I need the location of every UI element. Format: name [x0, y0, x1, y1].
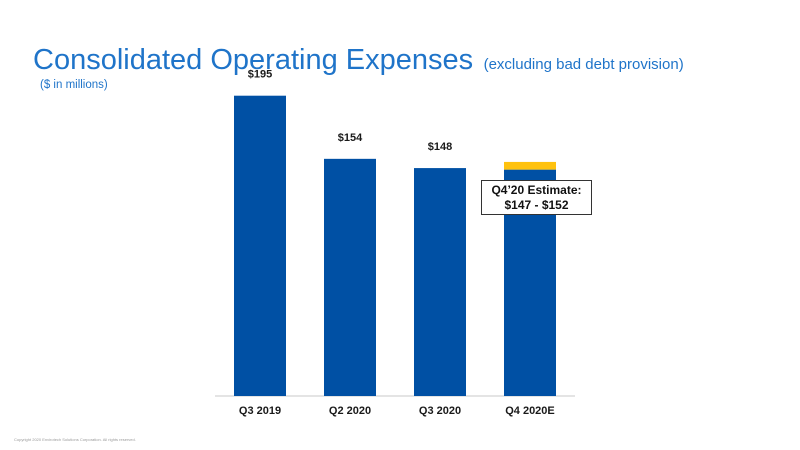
x-tick-label: Q3 2019	[239, 405, 281, 417]
estimate-callout: Q4’20 Estimate: $147 - $152	[481, 180, 592, 215]
bar-value-label: $154	[338, 132, 363, 144]
copyright-text: Copyright 2020 Envirotech Solutions Corp…	[14, 437, 136, 442]
bar-q3-2019	[234, 95, 286, 396]
x-tick-label: Q2 2020	[329, 405, 371, 417]
bar-estimate-range	[504, 161, 556, 170]
x-tick-label: Q3 2020	[419, 405, 461, 417]
estimate-callout-range: $147 - $152	[504, 198, 569, 212]
estimate-callout-title: Q4’20 Estimate:	[491, 183, 582, 197]
units-label: ($ in millions)	[40, 79, 108, 91]
title-line: Consolidated Operating Expenses (excludi…	[33, 44, 684, 77]
bar-value-label: $195	[248, 69, 272, 81]
bar-q3-2020	[414, 168, 466, 396]
page-subtitle: (excluding bad debt provision)	[483, 56, 684, 73]
x-tick-label: Q4 2020E	[505, 405, 555, 417]
bar-value-label: $148	[428, 141, 452, 153]
page-title: Consolidated Operating Expenses	[33, 44, 474, 76]
bar-q2-2020	[324, 158, 376, 396]
